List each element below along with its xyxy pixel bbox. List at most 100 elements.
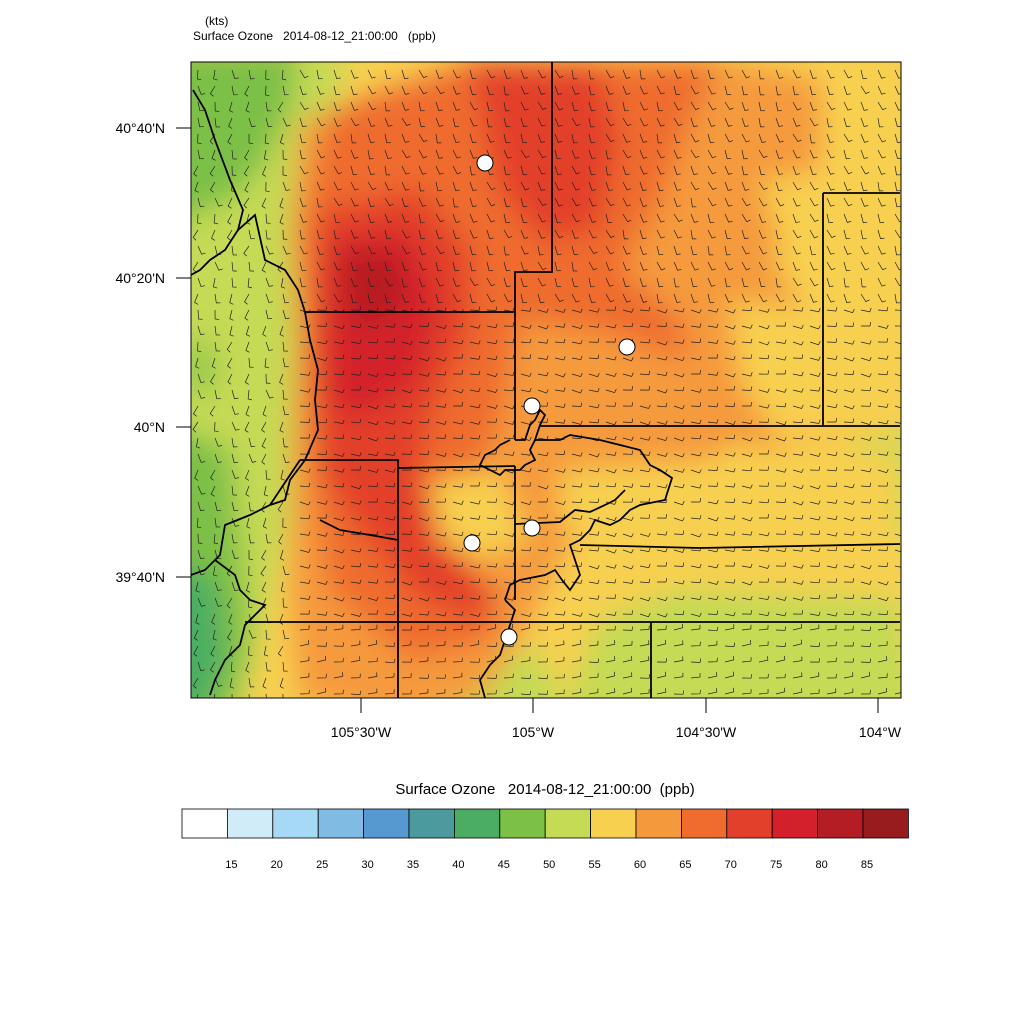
wind-barb [571, 688, 582, 695]
wind-barb [384, 323, 396, 328]
wind-barb [622, 149, 632, 159]
colorbar-label: 75 [770, 859, 782, 871]
wind-barb [384, 403, 396, 408]
wind-barb [656, 688, 667, 695]
wind-barb [775, 626, 787, 631]
wind-barb [265, 101, 272, 112]
wind-barb [554, 117, 563, 127]
wind-barb [537, 197, 547, 207]
wind-barb [690, 117, 698, 127]
wind-barb [622, 101, 629, 112]
wind-barb [435, 688, 446, 695]
wind-barb [277, 645, 284, 657]
wind-barb [707, 101, 717, 111]
wind-barb [843, 547, 855, 552]
wind-barb [826, 435, 838, 441]
wind-barb [588, 640, 599, 647]
wind-barb [401, 323, 413, 329]
wind-barb [197, 389, 206, 399]
wind-barb [588, 354, 600, 359]
wind-barb [605, 338, 616, 343]
wind-barb [227, 197, 233, 209]
wind-barb [452, 165, 462, 175]
wind-barb [197, 485, 206, 495]
wind-barb [639, 483, 651, 488]
wind-barb [214, 261, 223, 271]
wind-barb [877, 370, 889, 376]
wind-barb [248, 597, 253, 609]
wind-barb [486, 339, 498, 345]
wind-barb [262, 165, 267, 177]
wind-barb [826, 564, 838, 569]
wind-barb [741, 181, 750, 191]
wind-barb [690, 452, 702, 457]
wind-barb [231, 549, 239, 559]
wind-barb [213, 277, 218, 289]
wind-barb [775, 181, 783, 191]
wind-barb [282, 565, 290, 576]
wind-barb [877, 261, 887, 271]
wind-barb [673, 386, 685, 392]
wind-barb [690, 419, 702, 425]
wind-barb [622, 277, 630, 287]
wind-barb [622, 687, 633, 695]
wind-barb [741, 386, 753, 391]
wind-barb [656, 245, 664, 256]
wind-barb [299, 595, 311, 600]
wind-barb [741, 484, 753, 489]
wind-barb [554, 338, 566, 344]
wind-barb [245, 661, 250, 673]
wind-barb [571, 547, 583, 553]
wind-barb [673, 229, 682, 239]
wind-barb [724, 149, 732, 160]
wind-barb [758, 435, 770, 440]
wind-barb [367, 277, 375, 287]
wind-barb [571, 562, 583, 567]
wind-barb [742, 402, 752, 407]
wind-barb [605, 181, 613, 191]
wind-barb [333, 434, 345, 439]
wind-barb [264, 357, 269, 369]
wind-barb [229, 677, 234, 689]
wind-barb [690, 165, 698, 175]
wind-barb [690, 355, 702, 361]
wind-barb [196, 517, 202, 529]
wind-barb [605, 261, 614, 271]
wind-barb [741, 69, 751, 79]
wind-barb [214, 677, 223, 687]
wind-barb [452, 531, 464, 536]
wind-barb [588, 229, 597, 239]
wind-barb [860, 245, 869, 255]
wind-barb [776, 370, 786, 375]
wind-barb [554, 673, 565, 679]
wind-barb [622, 117, 632, 127]
wind-barb [860, 229, 867, 240]
wind-barb [571, 402, 583, 407]
wind-barb [244, 309, 250, 321]
wind-barb [690, 101, 700, 111]
wind-barb [605, 640, 616, 647]
wind-barb [262, 325, 267, 337]
wind-barb [758, 388, 770, 393]
wind-barb [520, 387, 532, 393]
wind-barb [401, 450, 413, 455]
wind-barb [554, 101, 564, 111]
wind-barb [724, 181, 733, 191]
wind-barb [792, 69, 801, 79]
wind-barb [265, 389, 274, 399]
wind-barb [894, 645, 901, 647]
wind-barb [877, 673, 888, 679]
wind-barb [673, 656, 684, 663]
wind-barb [894, 373, 901, 377]
wind-barb [418, 181, 425, 192]
wind-barb [843, 69, 853, 79]
wind-barb [281, 69, 287, 81]
wind-barb [571, 434, 583, 439]
wind-barb [707, 181, 717, 191]
wind-barb [469, 466, 481, 471]
wind-barb [384, 578, 395, 583]
wind-barb [843, 213, 852, 223]
wind-barb [193, 629, 199, 641]
wind-barb [639, 547, 651, 552]
wind-barb [231, 693, 233, 698]
